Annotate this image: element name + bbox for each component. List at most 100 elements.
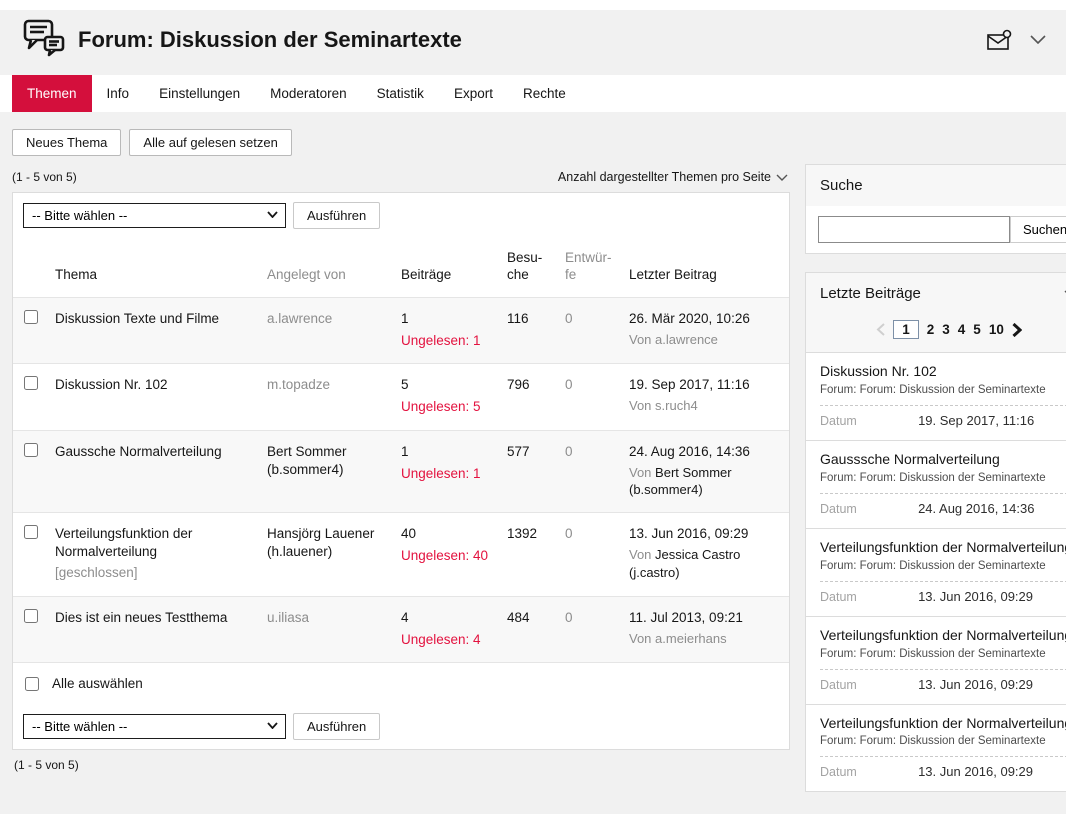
per-page-dropdown[interactable]: Anzahl dargestellter Themen pro Seite xyxy=(558,170,788,184)
range-bottom: (1 - 5 von 5) xyxy=(14,758,79,773)
tab-statistik[interactable]: Statistik xyxy=(376,86,424,101)
drafts-count: 0 xyxy=(557,296,621,364)
drafts-count: 0 xyxy=(557,363,621,431)
table-row: Gaussche Normalverteilung Bert Sommer (b… xyxy=(13,429,789,513)
post-title-link[interactable]: Diskussion Nr. 102 xyxy=(820,363,937,379)
page-number[interactable]: 4 xyxy=(957,322,966,337)
column-besuche[interactable]: Besu-che xyxy=(507,250,543,282)
column-entwuerfe: Entwür-fe xyxy=(565,250,612,282)
column-thema[interactable]: Thema xyxy=(55,266,98,282)
last-post-author: Von Jessica Castro (j.castro) xyxy=(629,547,741,580)
post-forum: Forum: Forum: Diskussion der Seminartext… xyxy=(820,647,1046,660)
post-forum: Forum: Forum: Diskussion der Seminartext… xyxy=(820,471,1046,484)
page-number-current[interactable]: 1 xyxy=(893,320,919,339)
unread-count-link[interactable]: Ungelesen: 5 xyxy=(401,399,481,415)
new-topic-button[interactable]: Neues Thema xyxy=(12,129,122,156)
topics-table-card: -- Bitte wählen -- Ausführen Thema Angel… xyxy=(12,192,790,751)
unread-count-link[interactable]: Ungelesen: 1 xyxy=(401,332,481,348)
visits-count: 577 xyxy=(499,429,557,513)
topics-listing: (1 - 5 von 5) Anzahl dargestellter Theme… xyxy=(12,164,790,780)
post-forum: Forum: Forum: Diskussion der Seminartext… xyxy=(820,735,1046,748)
visits-count: 1392 xyxy=(499,511,557,597)
unread-count-link[interactable]: Ungelesen: 1 xyxy=(401,465,481,481)
select-all-label: Alle auswählen xyxy=(52,676,143,692)
column-letzter-beitrag[interactable]: Letzter Beitrag xyxy=(629,266,717,282)
page-number[interactable]: 3 xyxy=(942,322,950,337)
page-number[interactable]: 5 xyxy=(973,322,981,337)
topic-title-link[interactable]: Gaussche Normalverteilung xyxy=(55,443,222,459)
drafts-count: 0 xyxy=(557,429,621,513)
sidebar: Suche Suchen Letzte Beiträge 1 2 3 xyxy=(805,164,1066,793)
table-row: Diskussion Texte und Filme a.lawrence 1 … xyxy=(13,296,789,364)
divider xyxy=(820,756,1066,758)
post-date: 24. Aug 2016, 14:36 xyxy=(918,500,1035,516)
last-post-date: 13. Jun 2016, 09:29 xyxy=(629,525,749,541)
row-checkbox[interactable] xyxy=(24,309,38,324)
row-checkbox[interactable] xyxy=(24,608,38,623)
tab-moderatoren[interactable]: Moderatoren xyxy=(270,86,347,101)
last-post-author-link[interactable]: Jessica Castro (j.castro) xyxy=(629,547,741,580)
post-title-link[interactable]: Verteilungsfunktion der Normalverteilung xyxy=(820,538,1066,555)
post-title-link[interactable]: Verteilungsfunktion der Normalverteilung xyxy=(820,626,1066,643)
posts-count: 5 xyxy=(401,377,409,393)
topic-title-link[interactable]: Diskussion Texte und Filme xyxy=(55,310,220,326)
column-beitraege[interactable]: Beiträge xyxy=(401,266,452,282)
header-actions xyxy=(986,29,1046,51)
topic-creator-link[interactable]: Hansjörg Lauener (h.lauener) xyxy=(259,511,393,597)
last-post-date: 19. Sep 2017, 11:16 xyxy=(629,377,750,393)
tab-info[interactable]: Info xyxy=(106,86,130,101)
topic-creator: a.lawrence xyxy=(259,296,393,364)
tab-einstellungen[interactable]: Einstellungen xyxy=(159,86,241,101)
list-item: Diskussion Nr. 102 Forum: Forum: Diskuss… xyxy=(806,352,1066,440)
select-all-checkbox[interactable] xyxy=(25,676,39,691)
topic-creator-link[interactable]: Bert Sommer (b.sommer4) xyxy=(259,429,393,513)
row-checkbox[interactable] xyxy=(24,442,38,457)
post-title-link[interactable]: Gausssche Normalverteilung xyxy=(820,450,1000,467)
date-label: Datum xyxy=(820,413,857,428)
page-title: Forum: Diskussion der Seminartexte xyxy=(78,26,462,52)
post-date: 13. Jun 2016, 09:29 xyxy=(918,588,1033,604)
post-title-link[interactable]: Verteilungsfunktion der Normalverteilung xyxy=(820,714,1066,731)
search-button[interactable]: Suchen xyxy=(1010,216,1066,243)
topic-title-link[interactable]: Verteilungsfunktion der Normalverteilung xyxy=(55,525,193,560)
tab-themen[interactable]: Themen xyxy=(12,75,92,112)
last-post-date: 24. Aug 2016, 14:36 xyxy=(629,443,750,459)
tab-export[interactable]: Export xyxy=(453,86,493,101)
topic-creator: u.iliasa xyxy=(259,595,393,663)
visits-count: 796 xyxy=(499,363,557,431)
page-number[interactable]: 10 xyxy=(988,322,1004,337)
posts-count: 4 xyxy=(401,609,409,625)
search-panel-title: Suche xyxy=(820,177,863,194)
bulk-action-select-top[interactable]: -- Bitte wählen -- xyxy=(23,203,286,228)
topic-title-link[interactable]: Diskussion Nr. 102 xyxy=(55,377,168,393)
row-checkbox[interactable] xyxy=(24,376,38,391)
next-page-chevron-icon[interactable] xyxy=(1012,322,1023,337)
table-row: Verteilungsfunktion der Normalverteilung… xyxy=(13,511,789,597)
list-item: Verteilungsfunktion der Normalverteilung… xyxy=(806,615,1066,704)
bulk-action-select-bottom[interactable]: -- Bitte wählen -- xyxy=(23,714,286,740)
search-input[interactable] xyxy=(818,216,1010,243)
chevron-down-icon xyxy=(776,174,788,181)
row-checkbox[interactable] xyxy=(24,524,38,539)
last-post-author-link[interactable]: Bert Sommer (b.sommer4) xyxy=(629,464,732,498)
mark-all-read-button[interactable]: Alle auf gelesen setzen xyxy=(129,129,292,156)
post-forum: Forum: Forum: Diskussion der Seminartext… xyxy=(820,383,1046,396)
page-number[interactable]: 2 xyxy=(926,322,935,337)
last-post-date: 26. Mär 2020, 10:26 xyxy=(629,310,750,326)
post-date: 19. Sep 2017, 11:16 xyxy=(918,412,1035,428)
last-post-author: Von a.meierhans xyxy=(629,630,727,646)
drafts-count: 0 xyxy=(557,511,621,597)
topic-title-link[interactable]: Dies ist ein neues Testthema xyxy=(55,609,228,625)
last-post-author: Von Bert Sommer (b.sommer4) xyxy=(629,464,732,498)
visits-count: 484 xyxy=(499,595,557,663)
unread-count-link[interactable]: Ungelesen: 40 xyxy=(401,548,489,564)
unread-count-link[interactable]: Ungelesen: 4 xyxy=(401,631,481,647)
mail-notification-icon[interactable] xyxy=(986,29,1012,51)
latest-posts-pagination: 1 2 3 4 5 10 xyxy=(806,314,1066,352)
execute-button-bottom[interactable]: Ausführen xyxy=(293,713,381,741)
execute-button-top[interactable]: Ausführen xyxy=(293,202,381,229)
tab-rechte[interactable]: Rechte xyxy=(522,86,566,101)
latest-posts-panel: Letzte Beiträge 1 2 3 4 5 10 xyxy=(805,272,1066,793)
prev-page-chevron-icon[interactable] xyxy=(876,323,885,336)
actions-chevron-down-icon[interactable] xyxy=(1030,35,1046,45)
